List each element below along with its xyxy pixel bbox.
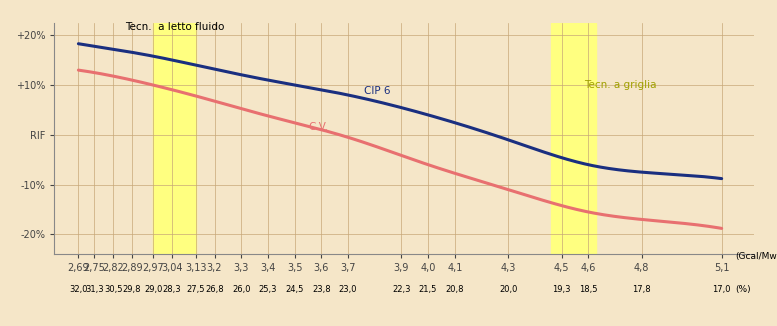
Text: 32,0: 32,0 — [69, 285, 88, 294]
Text: 29,8: 29,8 — [123, 285, 141, 294]
Text: (%): (%) — [735, 285, 751, 294]
Text: (Gcal/Mwh): (Gcal/Mwh) — [735, 252, 777, 261]
Text: 31,3: 31,3 — [85, 285, 104, 294]
Text: C.V.: C.V. — [308, 122, 328, 132]
Bar — [551, 23, 596, 254]
Text: 27,5: 27,5 — [186, 285, 205, 294]
Text: 22,3: 22,3 — [392, 285, 410, 294]
Text: 26,0: 26,0 — [232, 285, 250, 294]
Text: 21,5: 21,5 — [419, 285, 437, 294]
Text: 29,0: 29,0 — [144, 285, 162, 294]
Text: 24,5: 24,5 — [285, 285, 304, 294]
Text: 20,0: 20,0 — [499, 285, 517, 294]
Text: 19,3: 19,3 — [552, 285, 571, 294]
Bar — [153, 23, 196, 254]
Text: 28,3: 28,3 — [162, 285, 181, 294]
Text: 20,8: 20,8 — [445, 285, 464, 294]
Text: 30,5: 30,5 — [104, 285, 122, 294]
Text: Tecn.  a letto fluido: Tecn. a letto fluido — [125, 22, 225, 32]
Text: 23,0: 23,0 — [339, 285, 357, 294]
Text: 18,5: 18,5 — [579, 285, 598, 294]
Text: 25,3: 25,3 — [259, 285, 277, 294]
Text: 23,8: 23,8 — [312, 285, 330, 294]
Text: CIP 6: CIP 6 — [364, 85, 391, 96]
Text: 17,8: 17,8 — [632, 285, 651, 294]
Text: 26,8: 26,8 — [205, 285, 224, 294]
Text: Tecn. a griglia: Tecn. a griglia — [584, 80, 657, 90]
Text: 17,0: 17,0 — [713, 285, 731, 294]
